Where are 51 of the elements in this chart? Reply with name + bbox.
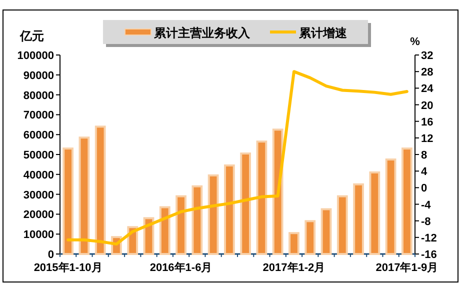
x-tick-label: 2017年1-9月	[376, 261, 438, 274]
y2-tick-label: 8	[421, 150, 428, 162]
y2-tick-label: 20	[421, 100, 434, 112]
y-tick-label: 30000	[23, 189, 54, 202]
bar	[369, 171, 380, 255]
bar	[176, 195, 186, 255]
y-tick-label: 50000	[23, 150, 54, 162]
y2-axis-title: %	[410, 36, 420, 48]
bar	[353, 183, 364, 255]
y-tick-label: 40000	[23, 169, 54, 182]
bar	[304, 220, 316, 255]
bar	[401, 148, 412, 255]
y2-tick-label: 28	[421, 66, 434, 79]
y2-tick-label: 0	[421, 182, 428, 195]
y-tick-label: 60000	[23, 130, 54, 142]
y-tick-label: 20000	[23, 209, 54, 222]
y2-tick-label: -8	[421, 216, 431, 228]
y2-tick-label: -12	[421, 232, 437, 244]
bar	[336, 195, 348, 255]
legend-label: 累计主营业务收入	[153, 26, 251, 40]
y2-tick-label: 4	[421, 166, 428, 178]
x-tick-label: 2015年1-10月	[34, 261, 102, 274]
bar	[240, 152, 252, 255]
bar	[224, 164, 235, 255]
bar	[256, 140, 268, 255]
bar	[78, 136, 90, 255]
bar	[192, 185, 203, 255]
bar	[143, 217, 154, 255]
y2-tick-label: 12	[421, 132, 434, 145]
bar	[208, 174, 219, 255]
legend-label: 累计增速	[298, 26, 348, 40]
bar	[94, 126, 106, 255]
y-axis-title: 亿元	[19, 29, 44, 43]
y-tick-label: 100000	[17, 50, 54, 62]
x-tick-label: 2017年1-2月	[262, 261, 326, 274]
y2-tick-label: 32	[421, 50, 434, 62]
x-tick-label: 2016年1-6月	[150, 261, 212, 274]
y-tick-label: 90000	[23, 70, 54, 82]
y2-tick-label: 24	[421, 83, 434, 96]
bar	[288, 232, 300, 255]
bar	[62, 148, 74, 255]
bar	[320, 208, 332, 255]
y2-tick-label: -16	[421, 249, 437, 261]
y-tick-label: 70000	[23, 110, 54, 122]
bar	[159, 206, 170, 255]
y-tick-label: 0	[48, 249, 54, 261]
y-tick-label: 10000	[23, 229, 54, 242]
bar	[385, 158, 396, 255]
y2-tick-label: -4	[421, 199, 432, 212]
y2-tick-label: 16	[421, 116, 434, 128]
y-tick-label: 80000	[23, 90, 54, 102]
